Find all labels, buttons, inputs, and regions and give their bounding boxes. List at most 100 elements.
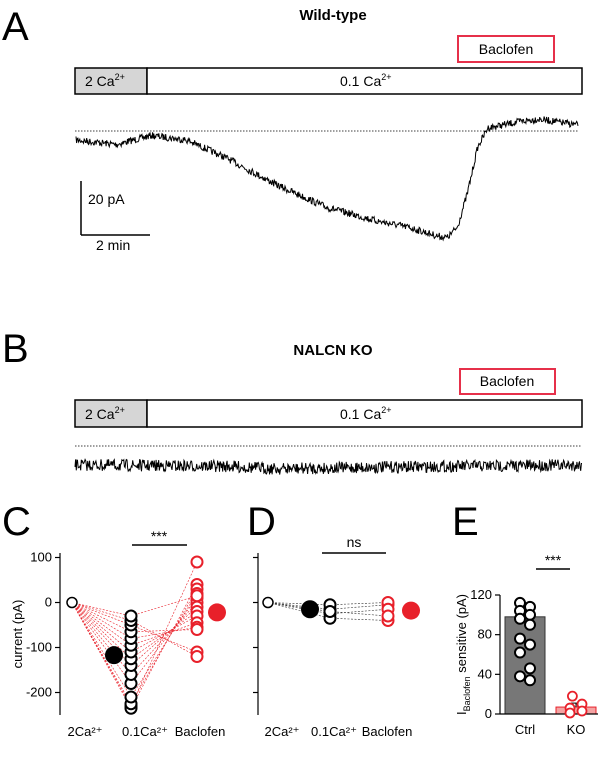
pair-line xyxy=(329,602,389,606)
x-tick-label: 0.1Ca²⁺ xyxy=(122,724,168,739)
drug-point xyxy=(190,589,204,603)
pair-line xyxy=(71,602,132,675)
y-tick-label: 0 xyxy=(485,706,492,721)
y-tick-label: 80 xyxy=(478,627,492,642)
pair-line xyxy=(71,602,132,633)
pair-line xyxy=(71,602,132,653)
drug-point xyxy=(190,650,204,663)
ctrl-point xyxy=(524,662,536,675)
y-tick-label: -100 xyxy=(26,640,52,655)
panel-c-significance: *** xyxy=(151,528,168,544)
panel-b-baclofen-box xyxy=(459,368,556,395)
panel-a-label: A xyxy=(2,5,29,49)
pair-line xyxy=(267,602,331,615)
ctrl-point xyxy=(514,646,526,659)
ctrl-point xyxy=(524,618,536,631)
ko-point xyxy=(576,705,588,717)
pair-line xyxy=(71,602,132,707)
pair-line xyxy=(130,588,198,704)
pair-line xyxy=(71,602,132,684)
panel-a-ca-high-label: 2 Ca2+ xyxy=(85,72,125,89)
panel-c-plot: 100 0 -100 -200 current (pA) 2Ca²⁺ 0.1Ca²⁺ Bacl… xyxy=(10,550,226,739)
panel-b-ca-high-label: 2 Ca2+ xyxy=(85,405,125,422)
pair-line xyxy=(71,602,132,639)
y-axis-label: IBaclofen sensitive (pA) xyxy=(454,594,472,715)
pair-line xyxy=(130,584,198,709)
panel-d-plot: 2Ca²⁺ 0.1Ca²⁺ Baclofen xyxy=(253,553,420,739)
pair-line xyxy=(329,604,389,610)
y-tick-label: 120 xyxy=(470,587,492,602)
x-tick-label: Baclofen xyxy=(362,724,413,739)
pair-line xyxy=(130,611,198,659)
pair-line xyxy=(130,561,198,707)
y-tick-label: 0 xyxy=(45,595,52,610)
panel-a-ca-high-bar xyxy=(74,67,148,95)
panel-b-trace xyxy=(74,458,582,475)
panel-b-title: NALCN KO xyxy=(293,342,372,359)
pair-line xyxy=(130,595,198,617)
pair-line xyxy=(71,602,132,709)
control-point xyxy=(124,609,138,623)
panel-d-label: D xyxy=(247,500,276,544)
panel-a-baclofen-label: Baclofen xyxy=(479,41,533,57)
pair-line xyxy=(329,611,389,617)
panel-a-scale-current: 20 pA xyxy=(88,191,125,207)
pair-line xyxy=(130,602,198,675)
panel-a-baclofen-box xyxy=(457,35,555,63)
baseline-point xyxy=(66,596,78,609)
pair-line xyxy=(130,622,198,646)
pair-line xyxy=(71,602,132,646)
pair-line xyxy=(130,606,198,666)
control-mean xyxy=(105,646,123,665)
x-tick-label: 2Ca²⁺ xyxy=(264,724,299,739)
pair-line xyxy=(130,626,198,639)
drug-point xyxy=(381,609,395,623)
y-tick-label: -200 xyxy=(26,685,52,700)
panel-b-ca-low-label: 0.1 Ca2+ xyxy=(340,405,392,422)
panel-c-label: C xyxy=(2,500,31,544)
panel-b-baclofen-label: Baclofen xyxy=(480,373,534,389)
ko-point xyxy=(567,690,578,702)
pair-line xyxy=(130,597,198,684)
y-axis-label: current (pA) xyxy=(10,600,25,669)
panel-b-label: B xyxy=(2,327,29,371)
ctrl-point xyxy=(524,638,536,651)
pair-line xyxy=(130,624,198,653)
x-tick-label: 0.1Ca²⁺ xyxy=(311,724,357,739)
control-point xyxy=(323,605,337,618)
bar-ko xyxy=(555,706,597,715)
pair-line xyxy=(267,602,331,606)
pair-line xyxy=(130,629,198,633)
ctrl-point xyxy=(524,608,536,621)
x-tick-label: Baclofen xyxy=(175,724,226,739)
x-tick-label: 2Ca²⁺ xyxy=(67,724,102,739)
control-mean xyxy=(301,600,319,619)
pair-line xyxy=(71,602,132,698)
pair-line xyxy=(130,593,198,698)
pair-line xyxy=(130,615,198,653)
panel-a-ca-low-label: 0.1 Ca2+ xyxy=(340,72,392,89)
ctrl-point xyxy=(514,632,526,645)
pair-line xyxy=(71,602,132,626)
drug-mean xyxy=(208,603,226,622)
drug-mean xyxy=(402,601,420,620)
panel-a-scale-time: 2 min xyxy=(96,237,130,253)
ko-point xyxy=(564,707,576,719)
panel-d-significance: ns xyxy=(347,534,362,550)
panel-b-ca-high-bar xyxy=(74,399,148,428)
panel-a-title: Wild-type xyxy=(299,7,366,24)
y-tick-label: 100 xyxy=(30,550,52,565)
panel-b-ca-low-bar xyxy=(146,399,583,428)
pair-line xyxy=(329,617,389,621)
baseline-point xyxy=(262,596,274,609)
pair-line xyxy=(267,602,331,619)
pair-line xyxy=(329,608,389,615)
drug-point xyxy=(190,623,204,636)
x-tick-label: KO xyxy=(567,722,586,737)
y-tick-label: 40 xyxy=(478,666,492,681)
panel-e-significance: *** xyxy=(545,552,562,568)
pair-line xyxy=(71,602,132,617)
panel-a-trace xyxy=(75,116,579,242)
x-tick-label: Ctrl xyxy=(515,722,535,737)
